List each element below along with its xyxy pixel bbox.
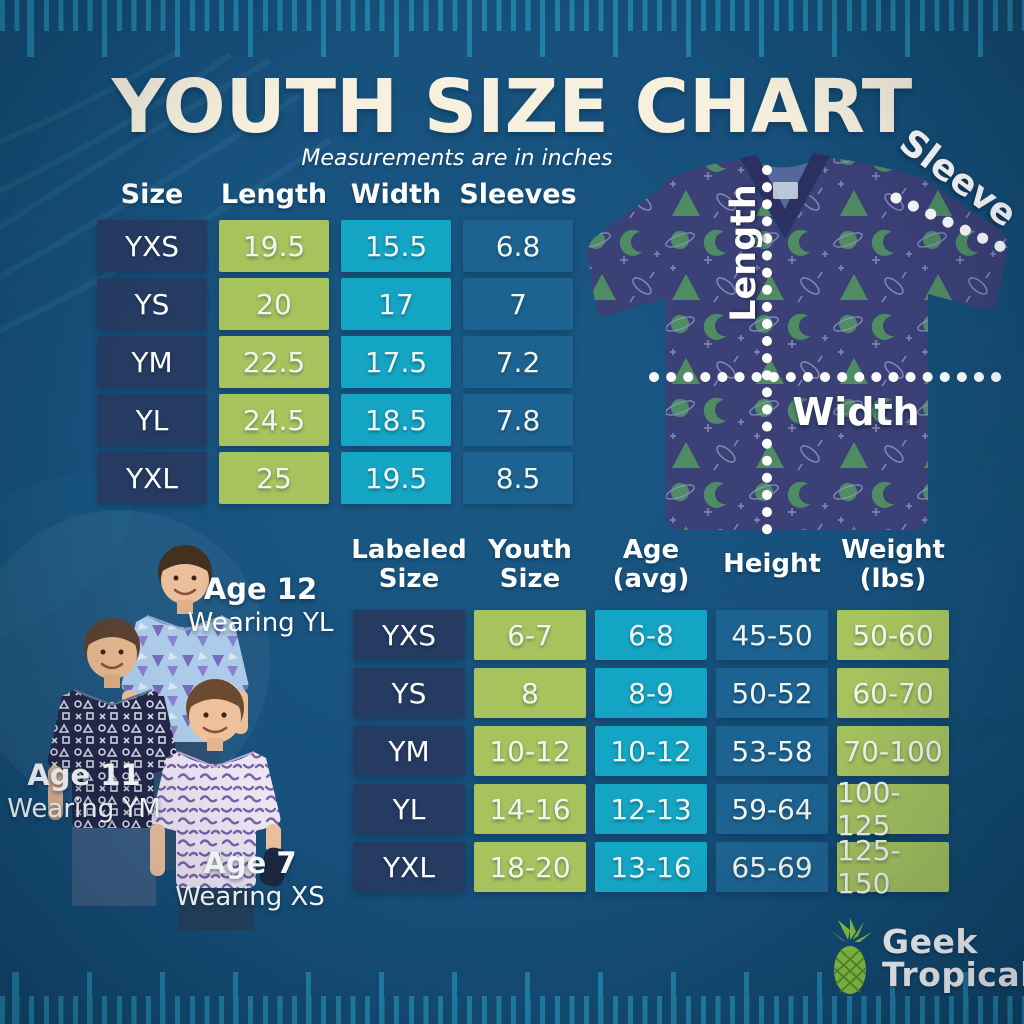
model-wearing: Wearing XS [175,882,325,913]
subtitle: Measurements are in inches [301,146,613,171]
sleeve-cell: 7.8 [463,394,573,446]
kid-models-photo [0,530,360,930]
sleeve-cell: 7.2 [463,336,573,388]
height-cell: 45-50 [716,610,828,660]
column-header: Width [350,178,442,210]
labeled-size-cell: YS [353,668,465,718]
age-cell: 6-8 [595,610,707,660]
age-cell: 13-16 [595,842,707,892]
sleeve-cell: 6.8 [463,220,573,272]
shirt-measurement-diagram: Length Width Sleeve [580,122,1024,540]
height-cell: 50-52 [716,668,828,718]
model-label-age-11: Age 11 Wearing YM [0,758,168,825]
model-age: Age 11 [27,758,141,792]
youth-size-cell: 8 [474,668,586,718]
ruler-top-graphic [0,0,1024,60]
length-cell: 24.5 [219,394,329,446]
boy-age-7 [150,679,289,930]
age-cell: 8-9 [595,668,707,718]
length-cell: 25 [219,452,329,504]
column-header: Age (avg) [612,534,690,594]
width-cell: 19.5 [341,452,451,504]
shirt-left-sleeve [587,184,666,316]
model-label-age-12: Age 12 Wearing YL [178,572,343,639]
size-cell: YS [97,278,207,330]
width-cell: 17 [341,278,451,330]
width-cell: 17.5 [341,336,451,388]
model-wearing: Wearing YL [187,608,334,639]
labeled-size-cell: YXL [353,842,465,892]
weight-cell: 100-125 [837,776,949,842]
sleeve-cell: 8.5 [463,452,573,504]
column-header: Length [220,178,328,210]
brand-name-line2: Tropical [882,955,1024,994]
labeled-size-cell: YM [353,726,465,776]
brand-name-line1: Geek [882,922,978,961]
model-wearing: Wearing YM [7,794,161,825]
labeled-size-cell: YL [353,784,465,834]
model-age: Age 7 [203,846,297,880]
labeled-size-cell: YXS [353,610,465,660]
length-cell: 20 [219,278,329,330]
weight-cell: 60-70 [837,668,949,718]
weight-cell: 70-100 [837,726,949,776]
brand-logo: Geek Tropical [826,918,1024,998]
shirt-right-sleeve [928,182,1008,310]
weight-cell: 50-60 [837,610,949,660]
column-header: Height [723,549,821,580]
ruler-ticks-tall [0,0,1024,57]
model-label-age-7: Age 7 Wearing XS [165,846,335,913]
shirt-collar-left [740,155,793,238]
column-header: Sleeves [459,178,577,210]
length-cell: 19.5 [219,220,329,272]
height-cell: 65-69 [716,842,828,892]
size-cell: YXS [97,220,207,272]
youth-size-cell: 10-12 [474,726,586,776]
size-cell: YXL [97,452,207,504]
shirt-collar-right [777,153,830,238]
age-cell: 12-13 [595,784,707,834]
column-header: Labeled Size [351,534,467,594]
youth-size-cell: 14-16 [474,784,586,834]
model-age: Age 12 [203,572,318,606]
fit-table: Labeled Size Youth Size Age (avg) Height We… [351,528,949,900]
pineapple-icon [830,918,872,994]
size-cell: YM [97,336,207,388]
height-cell: 59-64 [716,784,828,834]
shirt-neck-tag [773,182,798,199]
ruler-ticks-short [0,996,1024,1024]
weight-cell: 125-150 [837,834,949,900]
size-cell: YL [97,394,207,446]
width-diagram-label: Width [792,390,920,434]
width-cell: 15.5 [341,220,451,272]
ruler-ticks-short [0,0,1024,31]
sleeve-dotted-line [890,192,1014,256]
length-diagram-label: Length [724,184,764,322]
kid-models-illustration [47,545,289,930]
length-cell: 22.5 [219,336,329,388]
height-cell: 53-58 [716,726,828,776]
sleeve-cell: 7 [463,278,573,330]
measurement-table: Size Length Width Sleeves YXS 19.5 15.5 … [97,176,577,504]
age-cell: 10-12 [595,726,707,776]
brand-name: Geek Tropical [882,925,1024,991]
column-header: Youth Size [488,534,572,594]
shirt-illustration [587,153,1014,537]
width-cell: 18.5 [341,394,451,446]
youth-size-cell: 18-20 [474,842,586,892]
page-title: YOUTH SIZE CHART [111,64,913,150]
youth-size-cell: 6-7 [474,610,586,660]
column-header: Weight (lbs) [841,534,945,594]
wrist-cast [259,847,289,887]
column-header: Size [120,178,184,210]
shirt-body [666,158,928,530]
